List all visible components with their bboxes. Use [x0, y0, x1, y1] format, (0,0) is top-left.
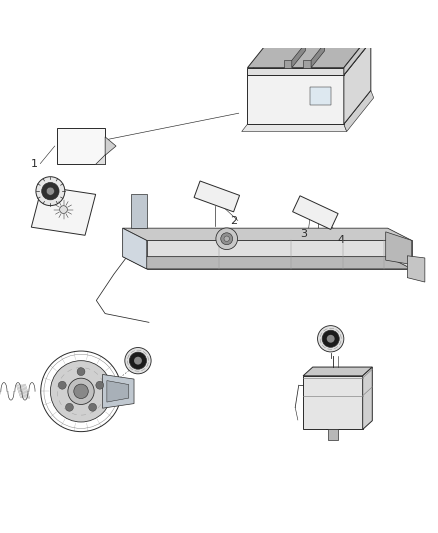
Polygon shape [292, 44, 305, 68]
Circle shape [134, 357, 142, 365]
Circle shape [130, 352, 146, 369]
Polygon shape [194, 181, 240, 212]
Circle shape [125, 348, 151, 374]
Circle shape [66, 403, 74, 411]
Polygon shape [344, 42, 371, 124]
Circle shape [50, 361, 112, 422]
Text: 3: 3 [300, 229, 307, 239]
Polygon shape [147, 240, 412, 269]
Polygon shape [386, 232, 412, 264]
Polygon shape [344, 34, 371, 75]
Polygon shape [105, 137, 116, 155]
Polygon shape [303, 376, 363, 430]
Polygon shape [310, 87, 331, 104]
Circle shape [77, 368, 85, 376]
Circle shape [46, 187, 54, 195]
Circle shape [216, 228, 237, 249]
Polygon shape [123, 257, 412, 269]
Text: 4: 4 [337, 235, 344, 245]
Text: 1: 1 [31, 159, 38, 168]
Circle shape [96, 381, 104, 389]
Circle shape [58, 381, 66, 389]
Circle shape [68, 378, 94, 405]
Polygon shape [407, 256, 425, 282]
Polygon shape [304, 60, 311, 68]
Circle shape [36, 177, 65, 206]
Circle shape [74, 384, 88, 399]
Polygon shape [247, 34, 371, 68]
Polygon shape [242, 124, 347, 132]
Circle shape [318, 326, 344, 352]
Circle shape [224, 236, 230, 241]
Polygon shape [123, 228, 412, 240]
Polygon shape [328, 430, 338, 440]
Polygon shape [32, 186, 95, 235]
Polygon shape [102, 375, 134, 408]
Polygon shape [57, 128, 105, 165]
Polygon shape [247, 75, 344, 124]
Polygon shape [303, 367, 372, 376]
Polygon shape [107, 381, 129, 402]
Polygon shape [131, 194, 147, 228]
Text: 2: 2 [230, 215, 237, 225]
Polygon shape [247, 42, 371, 75]
Polygon shape [344, 91, 374, 132]
Circle shape [327, 335, 335, 343]
Polygon shape [284, 60, 292, 68]
Polygon shape [311, 44, 325, 68]
Circle shape [60, 206, 67, 213]
Circle shape [322, 330, 339, 348]
Polygon shape [247, 91, 371, 124]
Circle shape [88, 403, 96, 411]
Circle shape [221, 233, 233, 245]
Polygon shape [247, 68, 344, 75]
Polygon shape [363, 367, 372, 430]
Polygon shape [123, 228, 147, 269]
Circle shape [42, 182, 59, 200]
Polygon shape [293, 196, 338, 229]
Polygon shape [95, 155, 105, 165]
